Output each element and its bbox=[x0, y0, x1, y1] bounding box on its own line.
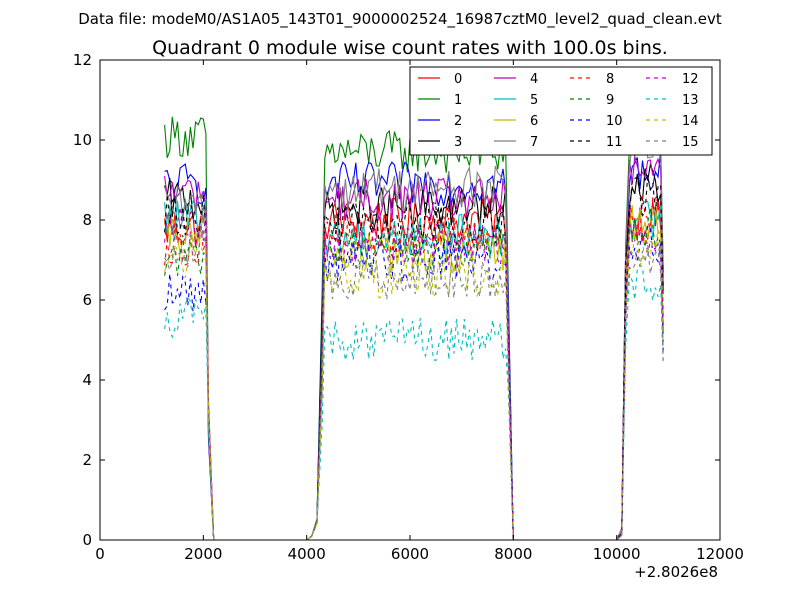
legend-label-7: 7 bbox=[530, 135, 538, 150]
x-tick-label: 8000 bbox=[494, 545, 532, 563]
legend-label-10: 10 bbox=[606, 114, 623, 129]
legend-label-4: 4 bbox=[530, 72, 538, 87]
x-tick-label: 6000 bbox=[391, 545, 429, 563]
y-tick-label: 8 bbox=[82, 211, 92, 229]
x-offset-label: +2.8026e8 bbox=[634, 563, 718, 581]
legend-label-13: 13 bbox=[682, 93, 699, 108]
legend-label-0: 0 bbox=[454, 72, 462, 87]
x-tick-label: 2000 bbox=[184, 545, 222, 563]
legend-label-6: 6 bbox=[530, 114, 538, 129]
legend-label-1: 1 bbox=[454, 93, 462, 108]
chart-suptitle: Data file: modeM0/AS1A05_143T01_90000025… bbox=[78, 10, 722, 29]
legend-box bbox=[409, 66, 713, 156]
x-tick-label: 12000 bbox=[696, 545, 744, 563]
x-tick-label: 4000 bbox=[288, 545, 326, 563]
y-tick-label: 4 bbox=[82, 371, 92, 389]
legend-label-11: 11 bbox=[606, 135, 623, 150]
legend-label-5: 5 bbox=[530, 93, 538, 108]
legend-label-3: 3 bbox=[454, 135, 462, 150]
x-tick-label: 0 bbox=[95, 545, 105, 563]
y-tick-label: 2 bbox=[82, 451, 92, 469]
x-axis: 0 2000 4000 6000 8000 10000 12000 bbox=[95, 60, 744, 563]
y-tick-label: 12 bbox=[73, 51, 92, 69]
series-line-9 bbox=[164, 207, 664, 541]
legend-label-2: 2 bbox=[454, 114, 462, 129]
legend-label-12: 12 bbox=[682, 72, 699, 87]
y-tick-label: 10 bbox=[73, 131, 92, 149]
series-line-13 bbox=[164, 264, 664, 541]
x-tick-label: 10000 bbox=[593, 545, 641, 563]
chart-title: Quadrant 0 module wise count rates with … bbox=[152, 37, 668, 59]
legend-label-15: 15 bbox=[682, 135, 699, 150]
legend-label-14: 14 bbox=[682, 114, 699, 129]
y-tick-label: 6 bbox=[82, 291, 92, 309]
legend-label-8: 8 bbox=[606, 72, 614, 87]
y-tick-label: 0 bbox=[82, 531, 92, 549]
legend-label-9: 9 bbox=[606, 93, 614, 108]
